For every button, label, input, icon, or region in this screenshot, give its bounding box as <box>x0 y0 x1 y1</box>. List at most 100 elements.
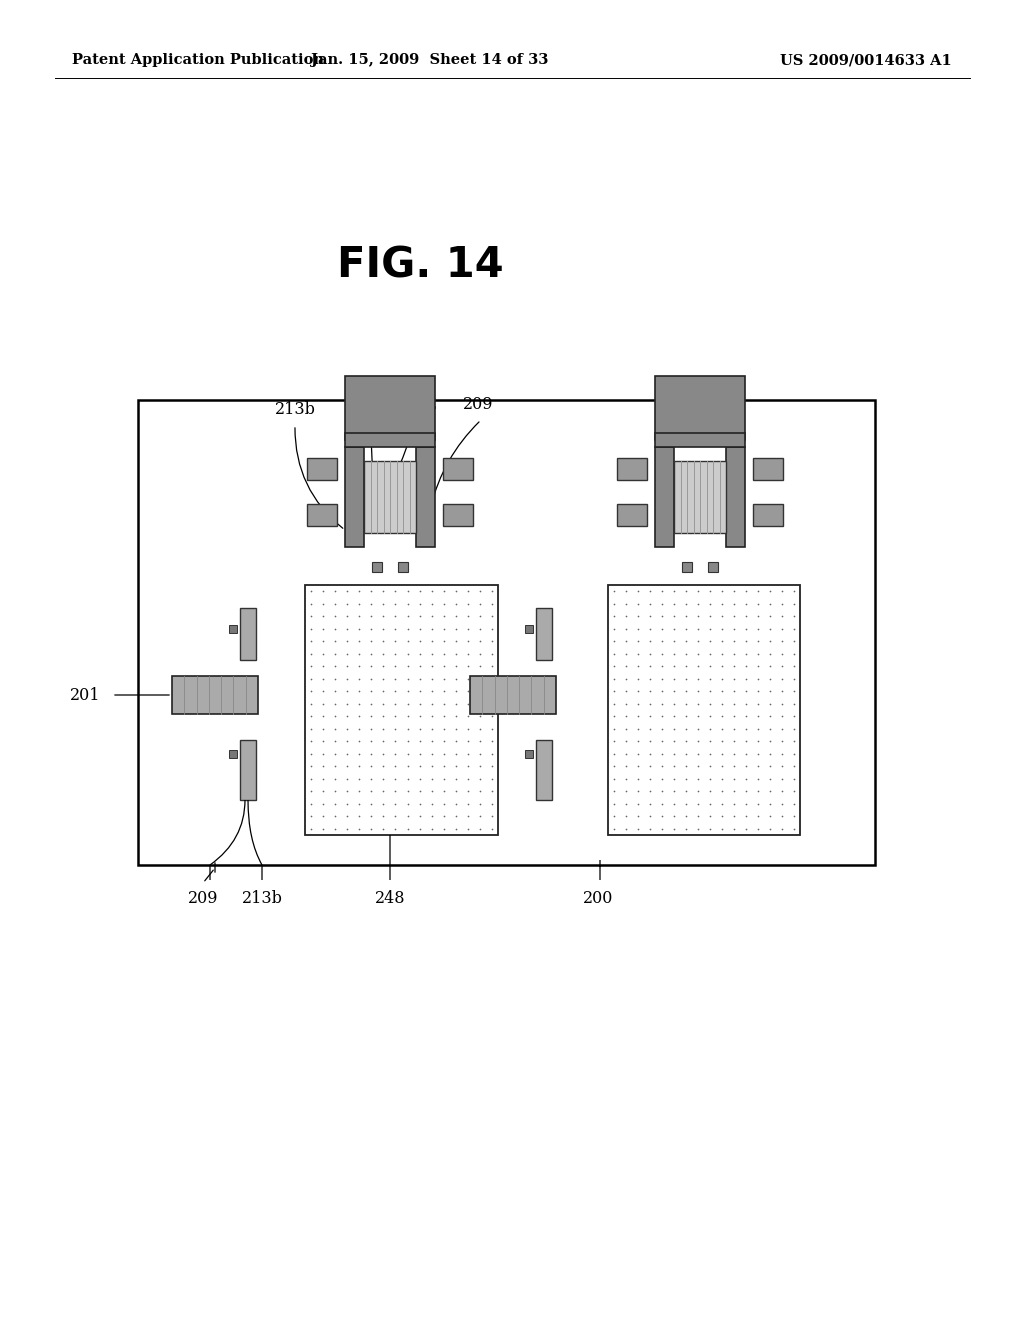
Point <box>750 693 766 714</box>
Bar <box>682 562 692 572</box>
Point <box>435 606 452 627</box>
Point <box>738 780 755 801</box>
Point <box>750 706 766 727</box>
Point <box>364 706 380 727</box>
Point <box>678 693 694 714</box>
Point <box>447 780 464 801</box>
Point <box>412 693 428 714</box>
Bar <box>753 504 783 525</box>
Point <box>630 755 646 776</box>
Point <box>750 668 766 689</box>
Bar <box>229 624 237 634</box>
Point <box>785 755 802 776</box>
Point <box>785 768 802 789</box>
Point <box>472 631 488 652</box>
Point <box>424 693 440 714</box>
Point <box>387 706 403 727</box>
Point <box>435 668 452 689</box>
Point <box>653 631 670 652</box>
Point <box>435 718 452 739</box>
Point <box>412 606 428 627</box>
Point <box>726 718 742 739</box>
Point <box>315 818 332 840</box>
Point <box>762 643 778 664</box>
Point <box>774 693 791 714</box>
Point <box>447 668 464 689</box>
Point <box>606 693 623 714</box>
Point <box>750 793 766 814</box>
Point <box>726 581 742 602</box>
Point <box>387 681 403 702</box>
Point <box>435 656 452 677</box>
Point <box>351 681 368 702</box>
Point <box>701 668 718 689</box>
Point <box>701 780 718 801</box>
Point <box>460 755 476 776</box>
Point <box>762 593 778 614</box>
Bar <box>172 676 258 714</box>
Point <box>617 631 634 652</box>
Point <box>412 593 428 614</box>
Bar <box>726 447 745 546</box>
Point <box>460 581 476 602</box>
Point <box>701 643 718 664</box>
Point <box>774 780 791 801</box>
Point <box>387 768 403 789</box>
Point <box>785 793 802 814</box>
Point <box>750 780 766 801</box>
Point <box>738 805 755 826</box>
Point <box>653 606 670 627</box>
Point <box>606 818 623 840</box>
Point <box>327 768 343 789</box>
Point <box>714 631 730 652</box>
Point <box>412 780 428 801</box>
Point <box>327 668 343 689</box>
Text: US 2009/0014633 A1: US 2009/0014633 A1 <box>780 53 952 67</box>
Point <box>738 681 755 702</box>
Point <box>630 643 646 664</box>
Point <box>387 693 403 714</box>
Point <box>339 805 355 826</box>
Point <box>387 581 403 602</box>
Point <box>690 706 707 727</box>
Point <box>399 606 416 627</box>
Point <box>412 581 428 602</box>
Point <box>412 681 428 702</box>
Point <box>678 618 694 639</box>
Point <box>617 668 634 689</box>
Point <box>606 643 623 664</box>
Bar <box>443 504 473 525</box>
Point <box>785 731 802 752</box>
Point <box>785 780 802 801</box>
Point <box>678 718 694 739</box>
Point <box>630 618 646 639</box>
Bar <box>372 562 382 572</box>
Point <box>339 693 355 714</box>
Point <box>774 606 791 627</box>
Point <box>774 656 791 677</box>
Point <box>447 743 464 764</box>
Point <box>303 743 319 764</box>
Point <box>642 805 658 826</box>
Point <box>399 718 416 739</box>
Point <box>351 706 368 727</box>
Point <box>690 718 707 739</box>
Point <box>653 643 670 664</box>
Point <box>714 681 730 702</box>
Point <box>460 805 476 826</box>
Bar <box>416 447 435 546</box>
Point <box>375 706 391 727</box>
Point <box>714 793 730 814</box>
Point <box>678 643 694 664</box>
Point <box>375 656 391 677</box>
Point <box>412 793 428 814</box>
Point <box>483 706 500 727</box>
Point <box>424 743 440 764</box>
Point <box>653 593 670 614</box>
Point <box>375 618 391 639</box>
Point <box>653 780 670 801</box>
Point <box>714 656 730 677</box>
Point <box>678 681 694 702</box>
Point <box>351 718 368 739</box>
Point <box>375 606 391 627</box>
